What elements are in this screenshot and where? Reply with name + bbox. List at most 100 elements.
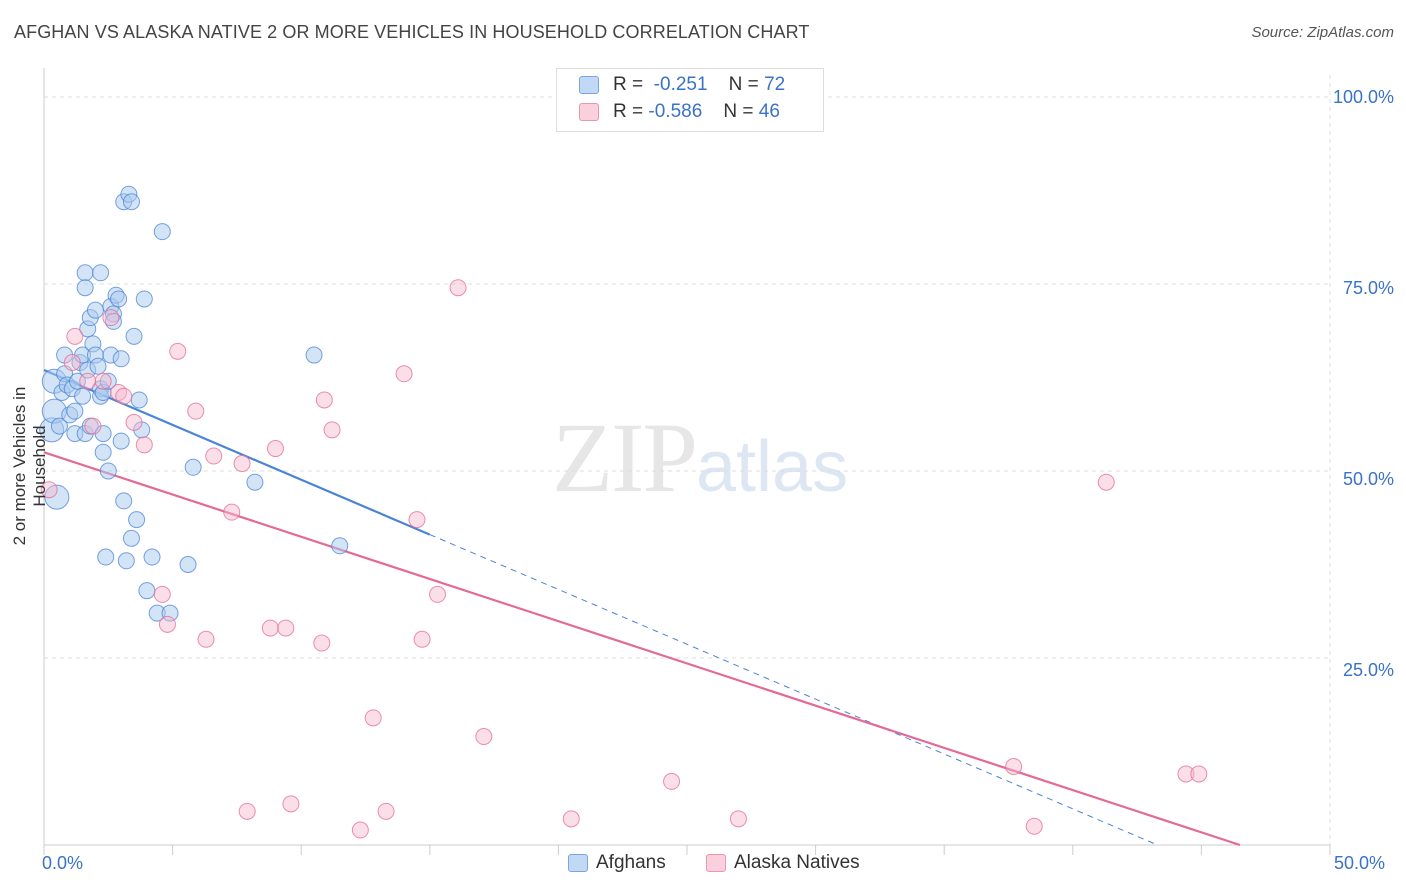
point-alaska-natives	[315, 391, 333, 409]
point-alaska-natives	[197, 630, 215, 648]
point-afghans	[86, 301, 104, 319]
point-alaska-natives	[205, 447, 223, 465]
point-alaska-natives	[158, 615, 176, 633]
point-alaska-natives	[266, 440, 284, 458]
point-alaska-natives	[40, 481, 58, 499]
legend-swatch-afghans	[579, 75, 599, 94]
point-alaska-natives	[169, 342, 187, 360]
point-afghans	[143, 548, 161, 566]
legend-row-afghans: R = -0.251 N = 72	[579, 74, 785, 100]
point-alaska-natives	[413, 630, 431, 648]
point-afghans	[122, 193, 140, 211]
legend-swatch	[568, 853, 588, 872]
legend-label: Afghans	[596, 852, 666, 873]
legend-r-label: R =	[613, 101, 644, 122]
point-alaska-natives	[84, 417, 102, 435]
point-afghans	[44, 484, 70, 510]
point-alaska-natives	[313, 634, 331, 652]
y-tick-50: 50.0%	[1342, 469, 1394, 489]
point-alaska-natives	[408, 511, 426, 529]
point-afghans	[76, 264, 94, 282]
legend-n-value: 72	[764, 74, 786, 95]
legend-item-afghans: Afghans	[568, 852, 666, 874]
point-alaska-natives	[1097, 473, 1115, 491]
x-tick-min: 0.0%	[42, 853, 84, 873]
point-alaska-natives	[233, 455, 251, 473]
point-afghans	[153, 223, 171, 241]
point-afghans	[50, 417, 68, 435]
point-afghans	[305, 346, 323, 364]
point-afghans	[161, 604, 179, 622]
legend-swatch-alaska-natives	[579, 102, 599, 121]
point-alaska-natives	[475, 728, 493, 746]
point-afghans	[122, 529, 140, 547]
point-alaska-natives	[449, 279, 467, 297]
legend-label: Alaska Natives	[734, 852, 860, 873]
point-alaska-natives	[282, 795, 300, 813]
point-afghans	[112, 350, 130, 368]
legend-n-label: N =	[728, 74, 759, 95]
axes	[43, 68, 1331, 855]
point-afghans	[130, 391, 148, 409]
point-afghans	[117, 552, 135, 570]
point-alaska-natives	[1177, 765, 1195, 783]
point-alaska-natives	[377, 802, 395, 820]
y-tick-100: 100.0%	[1332, 87, 1394, 107]
point-afghans	[135, 290, 153, 308]
watermark-zip: ZIP	[552, 402, 698, 513]
point-afghans	[110, 290, 128, 308]
point-alaska-natives	[429, 585, 447, 603]
point-afghans	[112, 432, 130, 450]
legend-r-value: -0.586	[648, 101, 703, 122]
point-afghans	[97, 548, 115, 566]
legend-n-label: N =	[723, 101, 754, 122]
point-alaska-natives	[395, 365, 413, 383]
point-alaska-natives	[153, 585, 171, 603]
y-tick-75: 75.0%	[1342, 278, 1394, 298]
point-afghans	[92, 264, 110, 282]
point-afghans	[68, 372, 86, 390]
point-afghans	[94, 443, 112, 461]
point-afghans	[138, 582, 156, 600]
point-afghans	[246, 473, 264, 491]
legend-r-value: -0.251	[653, 74, 708, 95]
y-tick-25: 25.0%	[1342, 660, 1394, 680]
point-alaska-natives	[351, 821, 369, 839]
point-alaska-natives	[238, 802, 256, 820]
point-alaska-natives	[1005, 757, 1023, 775]
x-tick-max: 50.0%	[1334, 853, 1386, 873]
point-afghans	[99, 372, 117, 390]
point-alaska-natives	[115, 387, 133, 405]
point-alaska-natives	[135, 436, 153, 454]
point-afghans	[76, 279, 94, 297]
point-afghans	[331, 537, 349, 555]
watermark-atlas: atlas	[696, 427, 849, 507]
legend-item-alaska-natives: Alaska Natives	[706, 852, 860, 874]
point-alaska-natives	[94, 372, 112, 390]
point-afghans	[99, 462, 117, 480]
stats-legend: R = -0.251 N = 72 R = -0.586 N = 46	[556, 68, 824, 132]
point-afghans	[89, 357, 107, 375]
point-alaska-natives	[323, 421, 341, 439]
legend-r-label: R =	[613, 74, 644, 95]
watermark: ZIPatlas	[552, 400, 848, 515]
chart-title: AFGHAN VS ALASKA NATIVE 2 OR MORE VEHICL…	[14, 22, 810, 42]
point-afghans	[179, 556, 197, 573]
legend-n-value: 46	[758, 101, 780, 122]
point-alaska-natives	[562, 810, 580, 828]
trend-afghans-extension	[429, 534, 1158, 846]
data-points	[39, 185, 1208, 839]
point-alaska-natives	[66, 327, 84, 345]
point-alaska-natives	[663, 772, 681, 790]
point-alaska-natives	[364, 709, 382, 727]
point-afghans	[184, 458, 202, 476]
point-alaska-natives	[261, 619, 279, 637]
point-alaska-natives	[187, 402, 205, 420]
point-alaska-natives	[1025, 817, 1043, 835]
point-afghans	[125, 327, 143, 345]
point-alaska-natives	[125, 413, 143, 431]
point-alaska-natives	[277, 619, 295, 637]
legend-row-alaska-natives: R = -0.586 N = 46	[579, 101, 780, 127]
y-axis-title: 2 or more Vehicles in Household	[10, 386, 49, 546]
